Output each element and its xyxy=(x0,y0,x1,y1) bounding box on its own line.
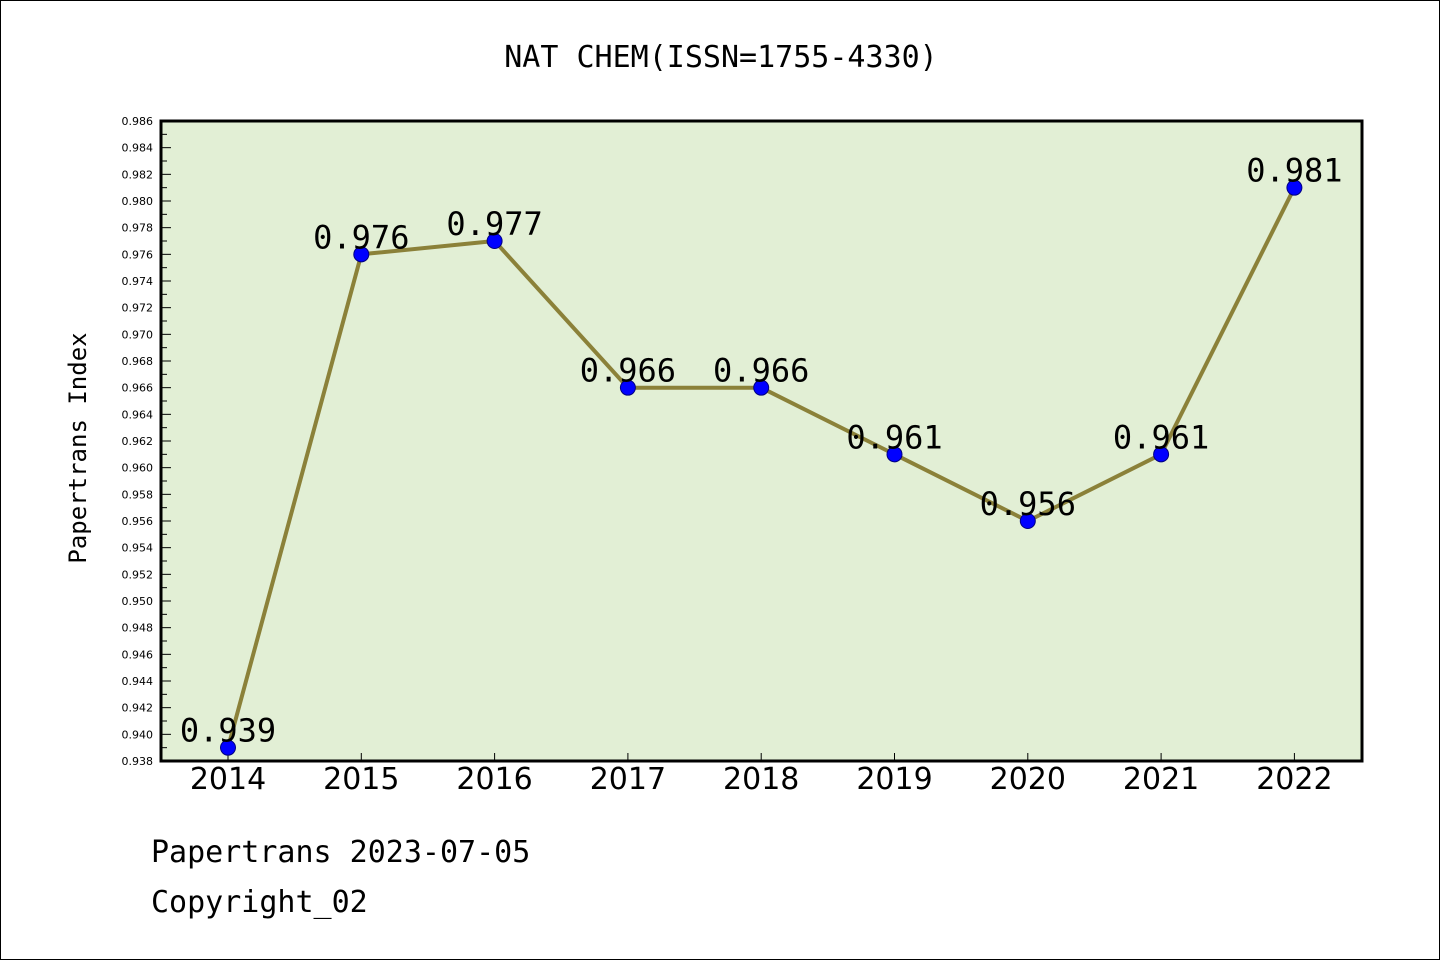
y-axis-label: Papertrans Index xyxy=(64,332,92,563)
y-tick-label: 0.954 xyxy=(122,542,154,555)
data-point xyxy=(1019,513,1036,529)
y-tick-label: 0.966 xyxy=(122,382,154,395)
data-point xyxy=(353,246,370,263)
data-point xyxy=(1286,179,1303,196)
data-label: 0.961 xyxy=(1113,418,1209,456)
x-tick-label: 2016 xyxy=(456,762,532,797)
x-tick-label: 2022 xyxy=(1256,762,1332,797)
y-tick-label: 0.946 xyxy=(122,648,154,661)
y-tick-label: 0.984 xyxy=(122,142,154,155)
y-axis-ticks: 0.938 0.940 0.942 0.944 0.946 0.948 0.950 0.952… xyxy=(122,115,171,768)
data-labels: 0.939 0.976 0.977 0.966 0.966 0.961 0.956 0.961… xyxy=(180,152,1343,750)
data-point xyxy=(1153,446,1170,463)
y-tick-label: 0.980 xyxy=(122,195,154,208)
y-tick-label: 0.948 xyxy=(122,622,154,635)
data-markers xyxy=(220,179,1303,756)
y-tick-label: 0.986 xyxy=(122,115,154,128)
y-tick-label: 0.944 xyxy=(122,675,154,688)
data-point xyxy=(886,446,903,463)
y-tick-label: 0.950 xyxy=(122,595,154,608)
footer-date: Papertrans 2023-07-05 xyxy=(151,835,531,870)
y-tick-label: 0.978 xyxy=(122,222,154,235)
plot-area xyxy=(159,119,1364,763)
y-tick-label: 0.972 xyxy=(122,302,154,315)
x-tick-label: 2017 xyxy=(590,762,666,797)
x-axis-ticks: 2014 2015 2016 2017 2018 2019 2020 2021 2022 xyxy=(190,753,1333,797)
data-label: 0.976 xyxy=(313,218,409,256)
y-tick-label: 0.982 xyxy=(122,168,154,181)
y-tick-label: 0.970 xyxy=(122,328,154,341)
y-tick-label: 0.956 xyxy=(122,515,154,528)
x-tick-label: 2019 xyxy=(856,762,932,797)
data-label: 0.981 xyxy=(1246,152,1342,190)
y-tick-label: 0.968 xyxy=(122,355,154,368)
data-label: 0.956 xyxy=(980,485,1076,523)
y-tick-label: 0.964 xyxy=(122,408,154,421)
x-tick-label: 2021 xyxy=(1123,762,1199,797)
data-point xyxy=(220,739,236,756)
data-label: 0.966 xyxy=(713,352,809,390)
data-point xyxy=(619,379,636,396)
x-tick-label: 2020 xyxy=(990,762,1066,797)
y-tick-label: 0.942 xyxy=(122,702,154,715)
data-label: 0.939 xyxy=(180,712,276,750)
data-point xyxy=(753,379,770,396)
y-tick-label: 0.960 xyxy=(122,462,154,475)
data-label: 0.977 xyxy=(446,205,542,243)
y-tick-label: 0.962 xyxy=(122,435,154,448)
chart-title: NAT CHEM(ISSN=1755-4330) xyxy=(504,40,937,75)
y-tick-label: 0.976 xyxy=(122,248,154,261)
data-label: 0.966 xyxy=(580,352,676,390)
footer-copyright: Copyright_02 xyxy=(151,885,368,920)
x-tick-label: 2015 xyxy=(323,762,399,797)
x-tick-label: 2018 xyxy=(723,762,799,797)
data-label: 0.961 xyxy=(846,418,942,456)
y-tick-label: 0.938 xyxy=(122,755,154,768)
y-tick-label: 0.940 xyxy=(122,728,154,741)
y-tick-label: 0.958 xyxy=(122,488,154,501)
data-point xyxy=(486,233,503,249)
y-tick-label: 0.974 xyxy=(122,275,154,288)
x-tick-label: 2014 xyxy=(190,762,266,797)
y-tick-label: 0.952 xyxy=(122,568,154,581)
